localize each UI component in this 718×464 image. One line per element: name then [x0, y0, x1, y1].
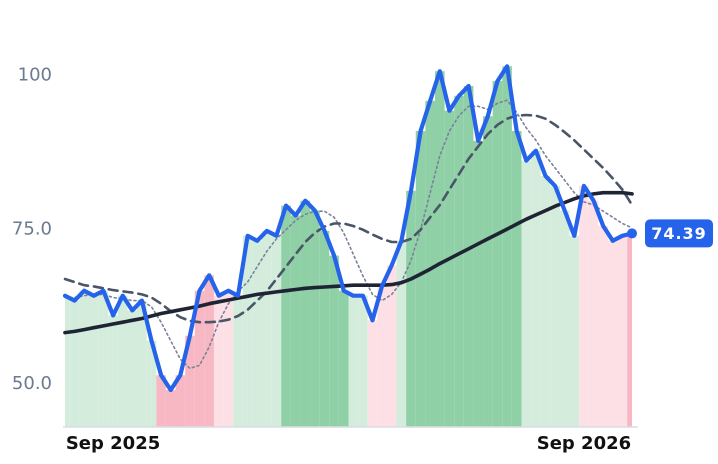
regime-fill	[117, 295, 128, 427]
series-line	[63, 113, 634, 324]
regime-fill	[559, 210, 570, 427]
y-tick-label: 50.0	[12, 373, 52, 394]
regime-fill	[137, 300, 147, 427]
regime-fill	[319, 230, 330, 427]
last-value-label: 74.39	[651, 224, 707, 243]
regime-fill	[579, 185, 589, 427]
last-point	[627, 228, 637, 239]
regime-fill	[252, 240, 263, 427]
regime-fill	[233, 295, 243, 427]
series-line	[64, 99, 633, 370]
x-tick-label: Sep 2025	[66, 433, 160, 454]
regime-fill	[358, 295, 368, 427]
last-value-badge	[645, 219, 713, 248]
regime-fill	[108, 315, 118, 427]
regime-fill	[338, 290, 349, 427]
regime-fill	[454, 95, 464, 427]
regime-fill	[165, 390, 176, 427]
regime-fill	[329, 255, 339, 427]
regime-fill	[434, 71, 445, 427]
regime-fill	[406, 190, 416, 427]
regime-fill	[502, 66, 512, 427]
regime-fill	[69, 300, 80, 427]
regime-fill	[531, 150, 541, 427]
regime-fill	[242, 235, 253, 427]
series-line	[62, 64, 635, 393]
regime-fill	[540, 176, 551, 427]
regime-fill	[300, 200, 311, 427]
regime-fill	[348, 295, 359, 427]
regime-fill	[89, 295, 99, 427]
regime-fill	[473, 140, 484, 427]
regime-fill	[213, 295, 224, 427]
regime-fill	[65, 295, 70, 427]
regime-fill	[386, 265, 397, 427]
x-tick-label: Sep 2026	[537, 433, 631, 454]
regime-fill	[281, 205, 291, 427]
regime-fill	[271, 235, 282, 427]
regime-fill	[550, 185, 560, 427]
regime-fill	[194, 290, 205, 427]
regime-fill	[588, 200, 599, 427]
regime-fill	[521, 160, 532, 427]
regime-fill	[98, 290, 109, 427]
y-tick-label: 75.0	[12, 219, 52, 240]
regime-fill	[396, 240, 407, 427]
regime-fill	[127, 310, 138, 427]
regime-fill	[79, 290, 90, 427]
regime-fill	[185, 335, 195, 427]
y-tick-label: 100	[18, 65, 52, 86]
regime-fill	[310, 210, 320, 427]
regime-fill	[204, 275, 214, 427]
regime-fill	[483, 116, 493, 427]
regime-fill	[607, 240, 618, 427]
regime-fill	[463, 85, 474, 427]
regime-fill	[262, 230, 272, 427]
regime-fill	[425, 100, 435, 428]
regime-fill	[444, 110, 455, 428]
regime-fill	[367, 320, 378, 427]
regime-fill	[511, 131, 522, 427]
regime-fill	[617, 235, 628, 427]
regime-fill	[598, 225, 608, 427]
regime-fill	[492, 81, 503, 428]
regime-fill	[175, 375, 186, 427]
regime-fill	[415, 131, 426, 427]
regime-fill	[377, 285, 387, 427]
regime-fill	[290, 215, 301, 427]
regime-fill	[569, 235, 580, 427]
regime-fill	[156, 375, 166, 427]
regime-fill	[627, 233, 632, 427]
series-line	[63, 190, 634, 335]
regime-fill	[223, 290, 234, 427]
regime-fill	[146, 340, 157, 427]
